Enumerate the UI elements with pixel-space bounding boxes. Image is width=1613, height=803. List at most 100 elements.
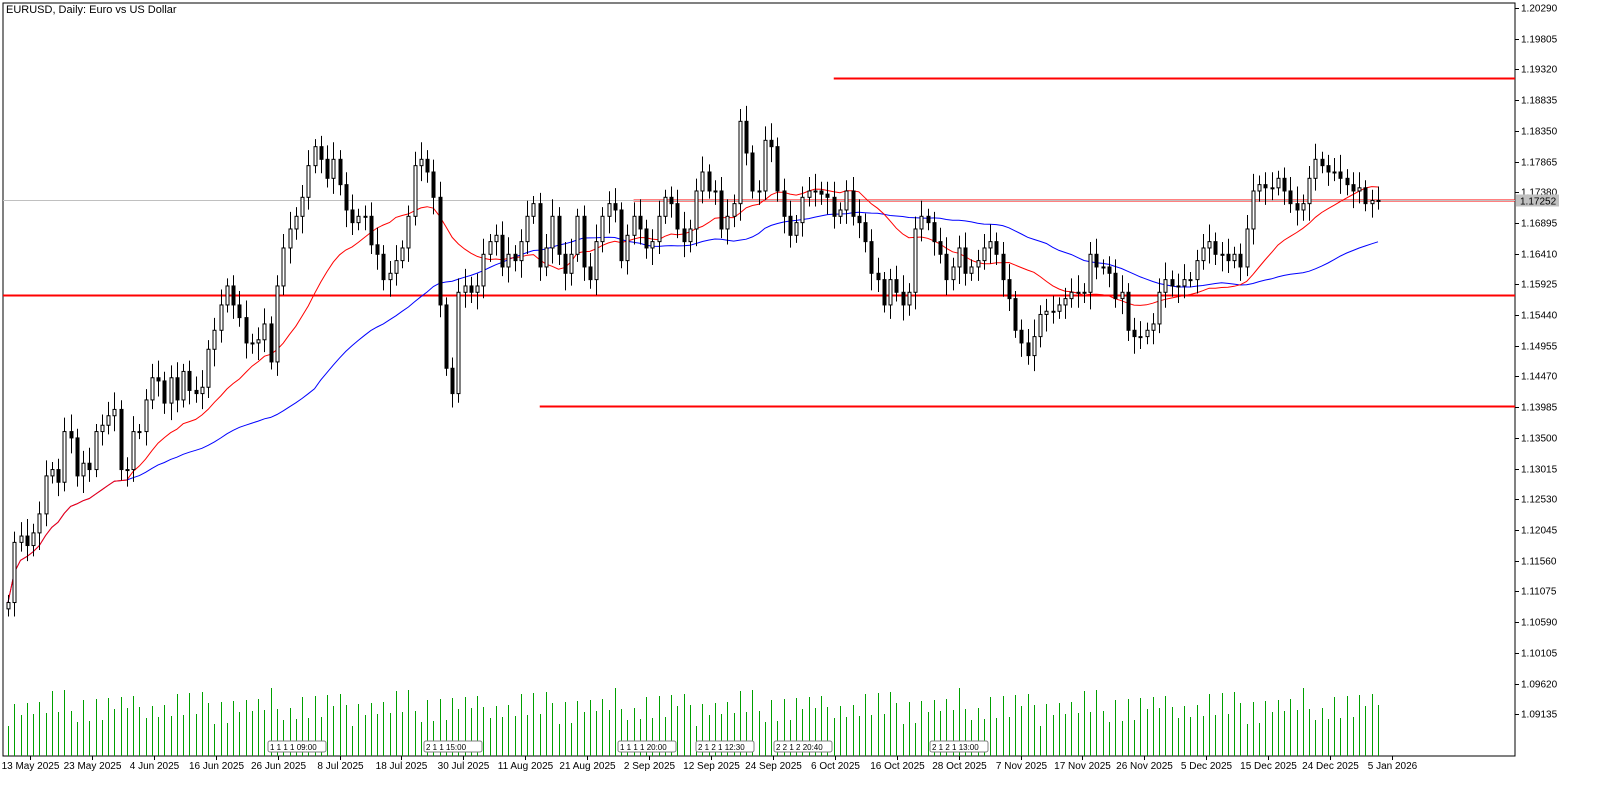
event-marker[interactable]: 2 1 2 1 12:30: [695, 740, 755, 753]
y-tick-label: 1.09135: [1521, 710, 1558, 721]
candle-body: [194, 389, 199, 395]
candle-body: [100, 424, 105, 433]
x-tick-label: 5 Dec 2025: [1181, 761, 1233, 772]
candle-body: [657, 215, 662, 243]
candle-body: [1195, 260, 1200, 281]
candle-body: [669, 196, 674, 205]
candle-body: [1376, 199, 1381, 202]
candle-body: [857, 215, 862, 224]
candle: [463, 268, 468, 308]
candle-body: [688, 228, 693, 243]
event-marker[interactable]: 2 2 1 2 20:40: [773, 740, 833, 753]
candle-body: [982, 247, 987, 262]
x-tick-label: 26 Nov 2025: [1116, 761, 1173, 772]
candle: [1245, 215, 1250, 277]
y-tick-label: 1.12045: [1521, 526, 1558, 537]
candle-body: [262, 323, 267, 341]
candle: [1263, 172, 1268, 205]
y-tick-label: 1.17380: [1521, 188, 1558, 199]
y-tick-label: 1.11075: [1521, 587, 1557, 598]
candle-body: [938, 241, 943, 255]
candle: [344, 172, 349, 228]
candle-body: [1107, 266, 1112, 274]
candle-body: [538, 203, 543, 268]
candle-body: [1282, 177, 1287, 192]
event-marker[interactable]: 2 1 1 15:00: [423, 740, 483, 753]
event-marker[interactable]: 1 1 1 1 20:00: [617, 740, 677, 753]
candle: [406, 205, 411, 262]
candle-body: [69, 431, 74, 439]
candle-body: [819, 190, 824, 195]
candle-body: [851, 190, 856, 217]
candle-body: [1007, 279, 1012, 300]
candle: [1313, 143, 1318, 191]
candle: [1332, 158, 1337, 182]
candle-body: [131, 431, 136, 471]
candle: [431, 159, 436, 215]
candle: [219, 289, 224, 343]
candle: [469, 276, 474, 304]
candle-body: [1082, 291, 1087, 294]
candle: [1288, 177, 1293, 213]
candle: [888, 268, 893, 319]
candle: [419, 142, 424, 182]
x-tick-label: 2 Sep 2025: [624, 761, 676, 772]
ma-fast-line: [7, 186, 1379, 603]
candle-body: [1207, 241, 1212, 249]
candle-body: [1276, 177, 1281, 189]
candle: [851, 177, 856, 226]
event-marker[interactable]: 2 1 2 1 13:00: [929, 740, 989, 753]
candle-body: [519, 241, 524, 262]
candle: [513, 245, 518, 272]
x-tick-label: 7 Nov 2025: [996, 761, 1048, 772]
candle-body: [569, 253, 574, 274]
candle-body: [175, 377, 180, 401]
candle-body: [750, 152, 755, 192]
candle-body: [306, 165, 311, 198]
candle: [400, 240, 405, 269]
candle: [1170, 270, 1175, 297]
candle-body: [494, 234, 499, 243]
candle-body: [25, 535, 30, 547]
event-marker-label: 1 1 1 1 20:00: [620, 743, 667, 752]
candle-body: [169, 377, 174, 404]
candle: [12, 531, 17, 617]
candle: [1195, 249, 1200, 294]
x-tick-label: 18 Jul 2025: [376, 761, 428, 772]
candle-body: [1088, 253, 1093, 293]
y-tick-label: 1.10590: [1521, 618, 1558, 629]
candle-body: [1145, 329, 1150, 338]
y-tick-label: 1.16410: [1521, 250, 1558, 261]
x-tick-label: 24 Sep 2025: [745, 761, 802, 772]
y-tick-label: 1.17865: [1521, 158, 1558, 169]
candle: [481, 238, 486, 299]
candle-body: [237, 304, 242, 319]
candle: [1276, 170, 1281, 196]
candle: [50, 461, 55, 484]
candle-body: [1251, 190, 1256, 230]
candle: [37, 501, 42, 550]
candle-body: [757, 190, 762, 193]
event-markers[interactable]: 1 1 1 1 09:00 2 1 1 15:00 1 1 1 1 20:00 2 1…: [267, 740, 989, 753]
candle: [381, 245, 386, 291]
candle: [869, 229, 874, 291]
candle-body: [394, 260, 399, 274]
candle: [1001, 241, 1006, 297]
candle-body: [788, 215, 793, 236]
candle-body: [400, 247, 405, 262]
candle-body: [456, 291, 461, 395]
candle: [675, 189, 680, 239]
candle: [694, 178, 699, 247]
candle: [1026, 329, 1031, 365]
candle-body: [1201, 247, 1206, 262]
candle-body: [212, 329, 217, 350]
candle: [932, 211, 937, 256]
candle-body: [250, 342, 255, 345]
candle-body: [1069, 291, 1074, 300]
candle: [194, 376, 199, 403]
candle-body: [876, 272, 881, 281]
event-marker[interactable]: 1 1 1 1 09:00: [267, 740, 327, 753]
candle: [206, 340, 211, 399]
